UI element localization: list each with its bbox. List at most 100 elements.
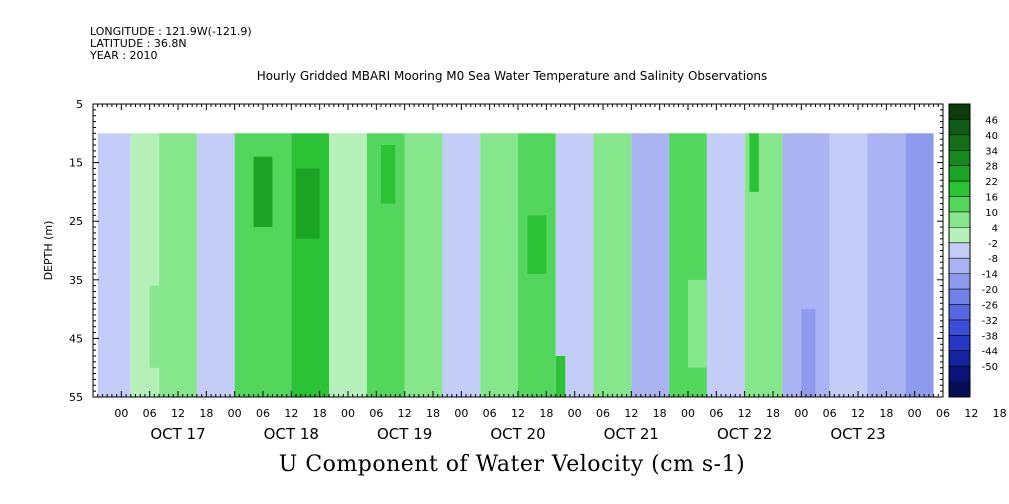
x-hour-tick-label: 06 — [823, 407, 837, 420]
colorbar-level-label: 16 — [985, 193, 998, 204]
x-hour-tick-label: 12 — [738, 407, 752, 420]
x-hour-tick-label: 06 — [709, 407, 723, 420]
y-tick-label: 25 — [69, 215, 83, 228]
heatmap-patch — [555, 355, 566, 397]
x-hour-tick-label: 06 — [483, 407, 497, 420]
x-hour-tick-label: 06 — [369, 407, 383, 420]
x-hour-tick-label: 18 — [766, 407, 780, 420]
x-hour-tick-label: 18 — [199, 407, 213, 420]
heatmap-band — [829, 133, 868, 398]
x-hour-tick-label: 06 — [596, 407, 610, 420]
x-hour-tick-label: 12 — [171, 407, 185, 420]
colorbar-level-label: 28 — [985, 162, 998, 173]
colorbar-swatch — [949, 165, 970, 182]
colorbar-frame — [948, 103, 971, 398]
colorbar-swatch — [949, 227, 970, 244]
x-day-label: OCT 17 — [150, 425, 205, 443]
year-label: YEAR : 2010 — [90, 49, 158, 62]
heatmap-band — [480, 133, 518, 398]
heatmap-patch — [749, 133, 759, 192]
colorbar-swatch — [949, 304, 970, 321]
x-hour-tick-label: 12 — [511, 407, 525, 420]
x-day-label: OCT 18 — [264, 425, 319, 443]
y-tick-label: 15 — [69, 157, 83, 170]
x-hour-tick-label: 00 — [568, 407, 582, 420]
x-hour-tick-label: 00 — [228, 407, 242, 420]
colorbar-level-label: -44 — [982, 347, 998, 358]
colorbar-swatch — [949, 366, 970, 383]
heatmap-band — [631, 133, 670, 398]
colorbar-swatch — [949, 104, 970, 120]
colorbar-swatch — [949, 211, 970, 228]
heatmap-band — [442, 133, 481, 398]
heatmap-patch — [253, 156, 273, 228]
colorbar-level-label: 40 — [985, 131, 998, 142]
x-hour-tick-label: 00 — [794, 407, 808, 420]
heatmap-patch — [381, 145, 396, 204]
heatmap-band — [905, 133, 934, 398]
x-hour-tick-label: 12 — [851, 407, 865, 420]
x-day-label: OCT 19 — [377, 425, 432, 443]
heatmap-band — [97, 133, 131, 398]
longitude-label: LONGITUDE : 121.9W(-121.9) — [90, 25, 252, 38]
x-hour-tick-label: 06 — [936, 407, 950, 420]
heatmap-band — [555, 133, 594, 398]
y-tick-label: 5 — [76, 98, 83, 111]
x-day-label: OCT 22 — [717, 425, 772, 443]
heatmap-band — [706, 133, 745, 398]
colorbar-level-label: 4 — [992, 223, 998, 234]
x-hour-tick-label: 00 — [454, 407, 468, 420]
chart-title: Hourly Gridded MBARI Mooring M0 Sea Wate… — [256, 69, 768, 83]
y-axis-label: DEPTH (m) — [42, 221, 55, 281]
heatmap-band — [329, 133, 367, 398]
colorbar-swatch — [949, 350, 970, 367]
colorbar-swatch — [949, 242, 970, 259]
colorbar-level-label: -26 — [982, 300, 998, 311]
y-tick-label: 35 — [69, 274, 83, 287]
colorbar-swatch — [949, 335, 970, 352]
colorbar-level-label: -32 — [982, 316, 998, 327]
x-hour-tick-label: 06 — [143, 407, 157, 420]
colorbar-level-label: 22 — [985, 177, 998, 188]
x-hour-tick-label: 18 — [653, 407, 667, 420]
heatmap-band — [593, 133, 632, 398]
colorbar-swatch — [949, 134, 970, 151]
colorbar-level-label: -38 — [982, 331, 998, 342]
heatmap-patch — [149, 285, 174, 368]
heatmap-band — [404, 133, 443, 398]
colorbar-level-label: -2 — [988, 239, 998, 250]
x-day-label: OCT 20 — [490, 425, 545, 443]
colorbar-swatch — [949, 381, 970, 398]
x-day-label: OCT 23 — [830, 425, 885, 443]
x-hour-tick-label: 12 — [964, 407, 978, 420]
colorbar-swatch — [949, 289, 970, 305]
colorbar-level-label: -8 — [988, 254, 998, 265]
variable-title: U Component of Water Velocity (cm s-1) — [278, 452, 746, 477]
x-hour-tick-label: 18 — [426, 407, 440, 420]
colorbar-swatch — [949, 119, 970, 136]
x-hour-tick-label: 12 — [398, 407, 412, 420]
heatmap-band — [867, 133, 906, 398]
heatmap-patch — [801, 309, 816, 397]
y-tick-label: 55 — [69, 391, 83, 404]
colorbar-level-label: 34 — [985, 146, 998, 157]
colorbar-swatch — [949, 319, 970, 336]
latitude-label: LATITUDE : 36.8N — [90, 37, 187, 50]
colorbar-level-label: 46 — [985, 115, 998, 126]
heatmap-patch — [688, 279, 707, 368]
x-hour-tick-label: 18 — [313, 407, 327, 420]
colorbar-level-label: 10 — [985, 208, 998, 219]
colorbar-swatch — [949, 196, 970, 213]
heatmap-patch — [527, 215, 547, 274]
colorbar-level-label: -20 — [982, 285, 998, 296]
heatmap-band — [196, 133, 235, 398]
colorbar-swatch — [949, 258, 970, 275]
heatmap-patch — [296, 168, 320, 239]
colorbar-level-label: -14 — [982, 270, 998, 281]
x-hour-tick-label: 06 — [256, 407, 270, 420]
colorbar-level-label: -50 — [982, 362, 998, 373]
x-hour-tick-label: 18 — [993, 407, 1007, 420]
colorbar-swatch — [949, 150, 970, 167]
x-hour-tick-label: 00 — [908, 407, 922, 420]
x-hour-tick-label: 18 — [539, 407, 553, 420]
